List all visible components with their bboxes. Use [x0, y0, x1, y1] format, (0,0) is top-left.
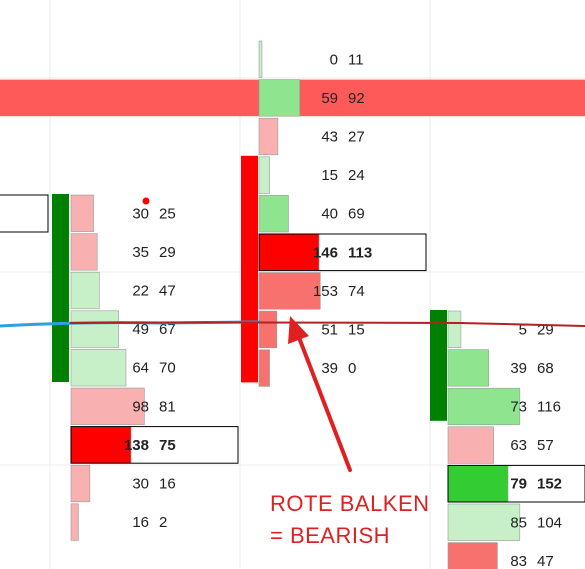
ask-volume-label: 113 — [348, 244, 372, 261]
delta-bar — [241, 155, 258, 383]
volume-bar — [447, 426, 494, 464]
bid-volume-label: 5 — [519, 321, 527, 338]
volume-bar — [70, 426, 132, 464]
volume-bar — [258, 349, 270, 387]
bid-volume-label: 73 — [510, 399, 527, 416]
bid-volume-label: 40 — [321, 206, 338, 223]
value-labels-layer: 30 25 35 29 22 47 49 67 64 70 98 81 138 75 30 16 16 2 0 11 5… — [124, 51, 562, 569]
ask-volume-label: 75 — [159, 437, 176, 454]
volume-bar — [70, 233, 98, 271]
annotation-line-1: ROTE BALKEN — [270, 491, 430, 516]
ask-volume-label: 74 — [348, 283, 365, 300]
volume-bar — [258, 79, 301, 117]
imbalance-outline — [447, 464, 585, 503]
ask-volume-label: 152 — [537, 476, 562, 493]
imbalance-outline — [258, 233, 427, 272]
annotation-line-2: = BEARISH — [270, 523, 391, 548]
bid-volume-label: 35 — [132, 244, 149, 261]
bid-volume-label: 49 — [132, 321, 149, 338]
bid-volume-label: 39 — [510, 360, 527, 377]
bid-volume-label: 30 — [132, 476, 149, 493]
bid-volume-label: 79 — [510, 476, 527, 493]
bid-volume-label: 30 — [132, 205, 149, 222]
bid-volume-label: 59 — [321, 90, 338, 107]
volume-bars-layer — [0, 40, 585, 569]
ask-volume-label: 25 — [159, 205, 176, 222]
bid-volume-label: 146 — [313, 244, 338, 261]
volume-bar — [447, 503, 521, 541]
marker-dot — [142, 197, 150, 205]
red-price-line — [69, 321, 585, 327]
ask-volume-label: 24 — [348, 167, 365, 184]
bid-volume-label: 153 — [313, 283, 338, 300]
volume-bar — [70, 194, 94, 232]
price-lines-layer — [0, 197, 585, 328]
volume-bar — [70, 310, 119, 348]
volume-bar — [70, 464, 91, 503]
bid-volume-label: 64 — [132, 360, 149, 377]
volume-bar — [70, 503, 79, 541]
volume-bar — [258, 310, 278, 349]
bid-volume-label: 39 — [321, 360, 338, 377]
annotation-arrow-head — [288, 316, 309, 344]
volume-bar — [70, 387, 145, 425]
volume-bar — [447, 349, 489, 387]
annotation-arrow-layer — [288, 316, 352, 472]
ask-volume-label: 0 — [348, 360, 356, 377]
volume-bar — [70, 271, 100, 310]
ask-volume-label: 27 — [348, 129, 365, 146]
ask-volume-label: 2 — [159, 514, 167, 531]
volume-bar — [447, 465, 509, 503]
bid-volume-label: 63 — [510, 437, 527, 454]
ask-volume-label: 116 — [537, 399, 561, 416]
volume-bar — [258, 40, 263, 78]
annotation-arrow-shaft — [296, 333, 352, 472]
ask-volume-label: 92 — [348, 90, 365, 107]
ask-volume-label: 47 — [537, 553, 554, 569]
volume-bar — [258, 195, 289, 233]
volume-bar — [258, 117, 279, 156]
bid-volume-label: 51 — [321, 322, 338, 339]
ask-volume-label: 81 — [159, 398, 176, 415]
volume-bar — [258, 233, 320, 271]
ask-volume-label: 16 — [159, 476, 176, 493]
ask-volume-label: 57 — [537, 437, 554, 454]
ask-volume-label: 104 — [537, 514, 562, 531]
volume-bar — [70, 349, 127, 387]
cell-outline-left — [0, 194, 49, 233]
ask-volume-label: 15 — [348, 322, 365, 339]
volume-bar — [447, 310, 462, 348]
delta-bar — [52, 194, 69, 382]
bid-volume-label: 83 — [510, 553, 527, 569]
volume-bar — [447, 542, 498, 569]
volume-bar — [258, 272, 321, 310]
ask-volume-label: 29 — [537, 321, 554, 338]
ask-volume-label: 67 — [159, 321, 176, 338]
bid-volume-label: 15 — [321, 167, 338, 184]
ask-volume-label: 70 — [159, 360, 176, 377]
imbalance-outline — [70, 426, 239, 464]
ask-volume-label: 69 — [348, 206, 365, 223]
bid-volume-label: 0 — [330, 51, 338, 68]
annotation-text: ROTE BALKEN = BEARISH — [270, 488, 430, 552]
ask-volume-label: 11 — [348, 51, 364, 68]
ask-volume-label: 68 — [537, 360, 554, 377]
delta-bar — [430, 310, 447, 421]
bid-volume-label: 98 — [132, 398, 149, 415]
volume-bar — [258, 156, 270, 194]
bid-volume-label: 22 — [132, 283, 149, 300]
bid-volume-label: 138 — [124, 437, 149, 454]
ask-volume-label: 47 — [159, 283, 176, 300]
bid-volume-label: 43 — [321, 129, 338, 146]
volume-bar — [447, 387, 521, 426]
ask-volume-label: 29 — [159, 244, 176, 261]
bid-volume-label: 16 — [132, 514, 149, 531]
bid-volume-label: 85 — [510, 514, 527, 531]
